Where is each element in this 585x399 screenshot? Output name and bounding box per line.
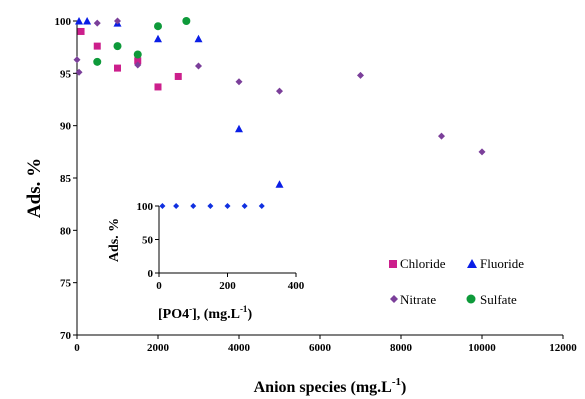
main-y-tick-label: 70 (60, 330, 72, 342)
inset-point-series (173, 203, 180, 209)
inset-point-series (207, 203, 214, 209)
legend-label-nitrate: Nitrate (400, 292, 436, 307)
inset-point-series (241, 203, 248, 209)
inset-point-series (190, 203, 197, 209)
main-y-tick-label: 95 (60, 68, 72, 80)
main-point-nitrate (114, 17, 121, 25)
main-point-fluoride (154, 34, 162, 43)
main-point-chloride (154, 83, 162, 91)
inset-y-tick-label: 50 (142, 235, 154, 247)
main-point-sulfate (133, 50, 142, 59)
main-point-nitrate (235, 78, 243, 86)
inset-x-tick-label: 0 (156, 280, 162, 292)
main-y-tick-label: 80 (60, 225, 72, 237)
inset-x-axis-title-end: ) (247, 307, 252, 322)
main-x-axis-title: Anion species (mg.L-1) (254, 376, 407, 396)
legend-swatch-fluoride (467, 259, 477, 268)
main-point-fluoride (235, 124, 243, 133)
main-point-nitrate (438, 132, 445, 140)
main-point-nitrate (195, 62, 202, 70)
inset-y-tick-label: 100 (137, 201, 154, 213)
main-x-tick-label: 4000 (228, 342, 251, 354)
main-point-chloride (174, 72, 182, 80)
inset-point-series (159, 203, 166, 209)
main-point-fluoride (83, 17, 92, 25)
main-point-sulfate (113, 42, 122, 51)
inset-point-series (258, 203, 265, 209)
main-data-points (73, 17, 486, 188)
inset-y-axis-title: Ads. % (107, 218, 122, 262)
main-point-fluoride (75, 17, 84, 25)
inset-x-axis-title-mid: ], (mg.L (192, 307, 240, 322)
legend-label-sulfate: Sulfate (480, 292, 517, 307)
main-point-chloride (134, 57, 142, 65)
main-x-tick-label: 2000 (147, 342, 170, 354)
legend-swatch-nitrate (390, 295, 398, 303)
inset-y-tick-label: 0 (148, 268, 154, 280)
main-y-tick-label: 90 (60, 121, 72, 133)
main-point-chloride (93, 42, 101, 50)
main-x-axis-title-end: ) (401, 379, 406, 396)
inset-point-series (224, 203, 231, 209)
main-point-nitrate (73, 56, 81, 64)
legend-swatch-sulfate (466, 294, 476, 304)
main-x-tick-label: 8000 (390, 342, 413, 354)
main-x-tick-label: 6000 (309, 342, 332, 354)
main-point-nitrate (276, 87, 283, 95)
main-x-tick-label: 10000 (468, 342, 496, 354)
legend-label-fluoride: Fluoride (480, 256, 524, 271)
main-y-tick-label: 100 (55, 16, 72, 28)
main-x-tick-label: 0 (74, 342, 80, 354)
main-point-sulfate (93, 57, 102, 66)
main-point-fluoride (194, 34, 203, 43)
main-point-sulfate (154, 22, 162, 31)
main-x-tick-label: 12000 (549, 342, 577, 354)
main-x-axis-title-sup: -1 (392, 376, 401, 388)
legend: Chloride Fluoride Nitrate Sulfate (389, 256, 524, 307)
main-point-chloride (77, 27, 85, 35)
main-point-chloride (114, 64, 121, 72)
main-point-nitrate (75, 68, 83, 76)
inset-x-axis-title-text: [PO4 (158, 307, 189, 322)
main-y-axis-title: Ads. % (24, 158, 45, 218)
legend-swatch-chloride (389, 260, 397, 268)
inset-x-tick-label: 200 (219, 280, 236, 292)
main-x-axis-title-text: Anion species (mg.L (254, 379, 392, 396)
main-point-nitrate (134, 61, 142, 69)
main-point-nitrate (93, 19, 101, 27)
main-point-nitrate (478, 148, 486, 156)
main-y-tick-label: 75 (60, 278, 72, 290)
inset-x-axis-title: [PO4-], (mg.L-1) (158, 304, 252, 322)
main-point-fluoride (275, 180, 284, 188)
legend-label-chloride: Chloride (400, 256, 446, 271)
inset-x-axis-title-sup: - (189, 304, 192, 314)
inset-x-tick-label: 400 (288, 280, 305, 292)
inset-data-points (159, 203, 265, 209)
inset-axes: 0 50 100 0 200 400 (137, 201, 305, 292)
main-y-tick-label: 85 (60, 173, 72, 185)
main-point-nitrate (357, 71, 364, 79)
main-point-sulfate (182, 17, 191, 25)
inset-x-axis-title-sup2: -1 (240, 304, 248, 314)
